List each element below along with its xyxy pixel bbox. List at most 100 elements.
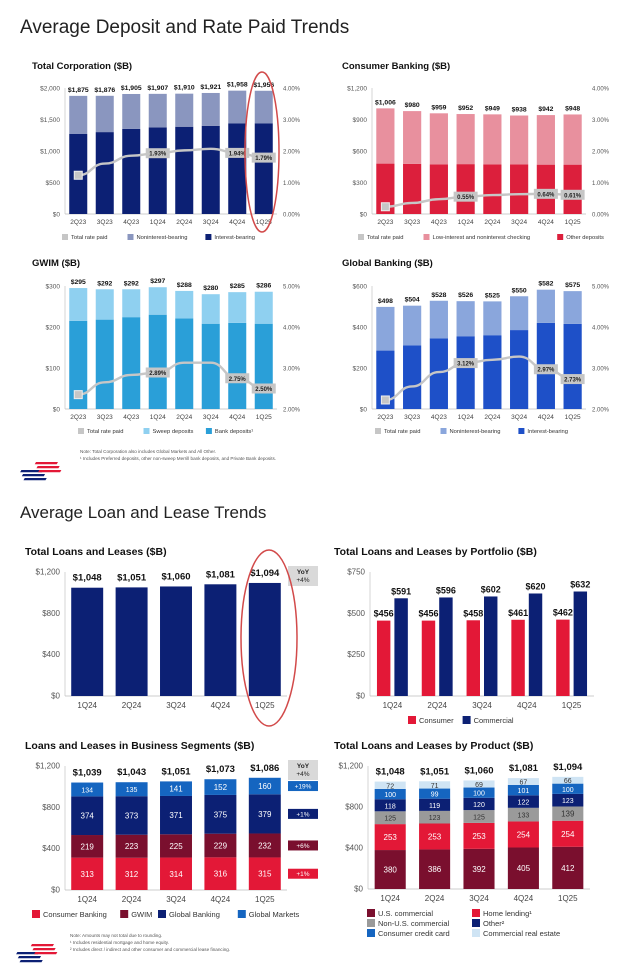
y2-tick-label: 4.00% xyxy=(592,326,610,332)
legend-label: Consumer credit card xyxy=(378,929,450,938)
segment-value-label: 118 xyxy=(385,803,396,810)
segment-value-label: 219 xyxy=(81,842,95,851)
bar-segment-interest-bearing xyxy=(563,323,582,409)
segment-value-label: 380 xyxy=(384,866,398,875)
bar-segment-consumer-credit-card xyxy=(463,787,495,798)
bar-segment-commercial-real-estate xyxy=(419,781,451,789)
bar-segment-u-s-commercial xyxy=(374,850,406,889)
segment-value-label: 69 xyxy=(475,782,483,789)
bar-segment-other-deposits xyxy=(429,164,448,214)
bar-segment-global-banking xyxy=(248,794,281,834)
segment-value-label: 412 xyxy=(561,864,575,873)
bar-segment-consumer-banking xyxy=(248,857,281,890)
rate-label-box xyxy=(533,188,558,199)
bar-segment-interest-bearing xyxy=(228,123,247,214)
y2-tick-label: 3.00% xyxy=(283,118,301,124)
segment-value-label: 316 xyxy=(214,870,228,879)
x-tick-label: 3Q24 xyxy=(203,219,219,226)
bar-commercial xyxy=(484,596,498,696)
bar-segment-noninterest-bearing xyxy=(510,296,529,331)
logo-stripe xyxy=(34,952,58,955)
bar-total-label: $297 xyxy=(150,278,165,285)
segment-value-label: 123 xyxy=(429,815,441,822)
bar-segment-interest-bearing xyxy=(510,330,529,409)
x-tick-label: 2Q24 xyxy=(427,701,447,710)
bar-consumer xyxy=(556,619,570,696)
legend-label: Sweep deposits xyxy=(153,429,194,435)
y-tick-label: $300 xyxy=(46,284,61,291)
bar-segment-bank-deposits- xyxy=(148,314,167,409)
bar-total-label: $498 xyxy=(378,298,393,305)
segment-value-label: 253 xyxy=(472,832,486,841)
legend-label: Total rate paid xyxy=(384,429,420,435)
segment-value-label: 99 xyxy=(431,792,439,799)
x-tick-label: 1Q25 xyxy=(255,701,275,710)
bar-total-label: $1,039 xyxy=(73,768,102,779)
rate-label: 2.73% xyxy=(564,378,582,384)
segment-value-label: 374 xyxy=(81,812,95,821)
chart-title: Consumer Banking ($B) xyxy=(342,61,450,72)
footnote: Note: Amounts may not total due to round… xyxy=(70,933,162,938)
bar-consumer xyxy=(421,620,436,696)
yoy-header-box xyxy=(288,566,318,586)
y-tick-label: $1,200 xyxy=(347,86,367,93)
bar-segment-interest-bearing xyxy=(122,128,141,214)
x-tick-label: 2Q23 xyxy=(70,414,86,421)
rate-label: 0.61% xyxy=(564,193,582,199)
bar-segment-noninterest-bearing xyxy=(563,291,582,324)
bar-segment-gwim xyxy=(204,833,237,858)
bar-segment-gwim xyxy=(248,833,281,858)
y-tick-label: $800 xyxy=(42,609,60,618)
rate-label-box xyxy=(453,191,478,202)
bar-segment-u-s-commercial xyxy=(463,848,495,889)
highlight-ellipse-1q25-loans xyxy=(240,549,298,727)
bar-total-label: $1,875 xyxy=(68,87,89,94)
segment-value-label: 100 xyxy=(473,791,485,798)
x-tick-label: 4Q24 xyxy=(229,414,245,421)
loans-section-title: Average Loan and Lease Trends xyxy=(20,503,266,522)
bar-segment-low-interest-and-noninterest-checking xyxy=(536,115,555,165)
rate-label: 1.93% xyxy=(149,152,167,158)
bar-segment-noninterest-bearing xyxy=(148,93,167,128)
rate-label: 2.50% xyxy=(255,387,273,393)
y2-tick-label: 0.00% xyxy=(592,213,610,219)
bar-total-label: $948 xyxy=(565,105,580,112)
bar-segment-home-lending- xyxy=(463,822,495,849)
bar-value-label: $602 xyxy=(481,584,501,594)
footnote: ² Includes direct / indirect and other c… xyxy=(70,947,230,952)
bar-segment-total-loans-and-leases xyxy=(204,584,237,696)
segment-value-label: 312 xyxy=(125,870,139,879)
x-tick-label: 4Q24 xyxy=(211,701,231,710)
chart-total-corporation: Total Corporation ($B) $0 $500 $1,000 $1,500… xyxy=(32,61,301,241)
bar-segment-global-banking xyxy=(115,796,148,835)
segment-value-label: 379 xyxy=(258,810,272,819)
x-tick-label: 1Q25 xyxy=(565,414,581,421)
footnote: ¹ Includes residential mortgage and home… xyxy=(70,940,169,945)
legend-swatch xyxy=(237,910,246,918)
segment-value-label: 373 xyxy=(125,811,139,820)
legend-label: Noninterest-bearing xyxy=(450,429,501,435)
segment-value-label: 141 xyxy=(169,785,183,794)
bar-total-label: $1,876 xyxy=(94,87,115,94)
segment-value-label: 225 xyxy=(169,842,183,851)
bar-segment-interest-bearing xyxy=(175,126,194,214)
bar-segment-interest-bearing xyxy=(148,127,167,214)
bar-segment-sweep-deposits xyxy=(175,290,194,319)
bar-segment-noninterest-bearing xyxy=(69,95,88,134)
legend-label: Total rate paid xyxy=(87,429,123,435)
bank-logo-icon xyxy=(16,944,58,963)
bar-segment-commercial-real-estate xyxy=(552,776,584,784)
bank-logo-icon xyxy=(20,462,62,481)
x-tick-label: 4Q24 xyxy=(517,701,537,710)
chart-loans-by-segment: Loans and Leases in Business Segments ($… xyxy=(25,740,318,919)
y2-tick-label: 0.00% xyxy=(283,213,301,219)
yoy-total: +4% xyxy=(296,771,309,778)
bar-segment-global-banking xyxy=(204,794,237,834)
x-tick-label: 4Q24 xyxy=(211,895,231,904)
bar-segment-interest-bearing xyxy=(201,125,220,214)
rate-label: 1.94% xyxy=(229,151,247,157)
x-tick-label: 1Q24 xyxy=(458,414,474,421)
bar-segment-global-banking xyxy=(71,796,104,836)
x-tick-label: 2Q24 xyxy=(484,219,500,226)
y-tick-label: $400 xyxy=(42,650,60,659)
